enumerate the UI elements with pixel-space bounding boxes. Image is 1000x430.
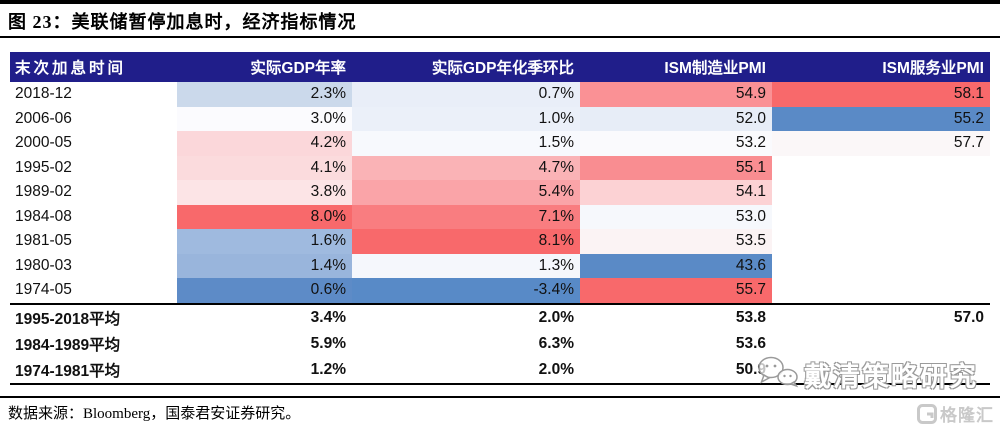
table-cell — [772, 180, 990, 205]
table-cell: 58.1 — [772, 82, 990, 107]
bottom-divider — [0, 396, 1000, 398]
table-cell: 1.6% — [177, 229, 352, 254]
gelonghui-logo: 格隆汇 — [917, 401, 994, 426]
table-cell: 4.1% — [177, 155, 352, 180]
table-cell: 0.7% — [352, 82, 580, 107]
column-header: 实际GDP年率 — [250, 60, 346, 77]
table-row: 1984-08 8.0% 7.1% 53.0 — [10, 204, 990, 230]
summary-row: 1974-1981平均 1.2% 2.0% 50.9 — [10, 357, 990, 383]
table-cell: 1.2% — [310, 360, 346, 378]
table-cell: 1.0% — [352, 106, 580, 131]
table-cell: 53.0 — [580, 204, 772, 229]
row-label: 2006-06 — [15, 109, 72, 127]
table-row: 1981-05 1.6% 8.1% 53.5 — [10, 229, 990, 254]
top-divider — [0, 0, 1000, 4]
table-cell: 43.6 — [580, 253, 772, 278]
summary-row: 1984-1989平均 5.9% 6.3% 53.6 — [10, 331, 990, 357]
economic-indicator-table: 末次加息时间 实际GDP年率 实际GDP年化季环比 ISM制造业PMI ISM服务业PM… — [10, 52, 990, 385]
table-cell — [772, 278, 990, 303]
wechat-icon — [757, 355, 799, 394]
watermark-text: 戴清策略研究 — [804, 362, 978, 392]
row-label: 2000-05 — [15, 134, 72, 152]
table-cell: 53.2 — [580, 131, 772, 156]
table-cell: 8.0% — [177, 204, 352, 229]
row-label: 2018-12 — [15, 85, 72, 103]
table-row: 1995-02 4.1% 4.7% 55.1 — [10, 155, 990, 181]
gelonghui-icon — [917, 403, 937, 424]
table-cell: 2.0% — [538, 360, 574, 378]
table-cell: 55.2 — [772, 106, 990, 131]
table-cell: 1.5% — [352, 131, 580, 156]
row-label: 1980-03 — [15, 256, 72, 274]
gelonghui-text: 格隆汇 — [940, 406, 994, 425]
summary-row: 1995-2018平均 3.4% 2.0% 53.8 57.0 — [10, 305, 990, 331]
table-cell: 8.1% — [352, 229, 580, 254]
table-cell: 4.2% — [177, 131, 352, 156]
table-cell: 55.1 — [580, 155, 772, 180]
title-divider — [0, 36, 1000, 38]
table-cell: 53.5 — [580, 229, 772, 254]
table-cell: 3.4% — [310, 308, 346, 326]
row-label: 1995-2018平均 — [15, 310, 121, 328]
table-row: 2000-05 4.2% 1.5% 53.2 57.7 — [10, 131, 990, 156]
table-cell: 55.7 — [580, 278, 772, 303]
table-cell: 4.7% — [352, 155, 580, 180]
table-cell — [772, 229, 990, 254]
table-row: 2006-06 3.0% 1.0% 52.0 55.2 — [10, 106, 990, 131]
table-cell: 54.1 — [580, 180, 772, 205]
table-cell: 3.8% — [177, 180, 352, 205]
table-cell: 0.6% — [177, 278, 352, 303]
table-cell: 54.9 — [580, 82, 772, 107]
column-header: 实际GDP年化季环比 — [431, 60, 574, 77]
table-cell: 57.0 — [953, 308, 984, 326]
figure-title: 图 23：美联储暂停加息时，经济指标情况 — [8, 12, 357, 32]
table-header-row: 末次加息时间 实际GDP年率 实际GDP年化季环比 ISM制造业PMI ISM服务业PM… — [10, 52, 990, 82]
column-header: 末次加息时间 — [15, 60, 127, 77]
table-cell: 1.4% — [177, 253, 352, 278]
table-cell — [772, 254, 990, 279]
row-label: 1989-02 — [15, 183, 72, 201]
table-cell — [772, 331, 990, 357]
table-cell: 50.9 — [735, 360, 766, 378]
table-cell: 5.9% — [310, 334, 346, 352]
table-cell: 6.3% — [538, 334, 574, 352]
row-label: 1984-1989平均 — [15, 336, 121, 354]
table-cell — [772, 156, 990, 181]
column-header: ISM服务业PMI — [882, 60, 984, 77]
table-cell: 1.3% — [352, 253, 580, 278]
source-note: 数据来源：Bloomberg，国泰君安证券研究。 — [8, 406, 301, 422]
table-row: 1974-05 0.6% -3.4% 55.7 — [10, 278, 990, 303]
table-row: 1989-02 3.8% 5.4% 54.1 — [10, 180, 990, 205]
row-label: 1981-05 — [15, 232, 72, 250]
table-cell: 5.4% — [352, 180, 580, 205]
table-cell: 52.0 — [580, 106, 772, 131]
column-header: ISM制造业PMI — [664, 60, 766, 77]
table-cell: 57.7 — [772, 131, 990, 156]
table-cell — [772, 205, 990, 230]
table-cell: 2.0% — [538, 308, 574, 326]
table-cell: -3.4% — [352, 278, 580, 303]
row-label: 1974-1981平均 — [15, 362, 121, 380]
table-cell: 3.0% — [177, 106, 352, 131]
watermark: 戴清策略研究 — [757, 355, 978, 394]
table-row: 2018-12 2.3% 0.7% 54.9 58.1 — [10, 82, 990, 107]
row-label: 1984-08 — [15, 207, 72, 225]
table-cell: 7.1% — [352, 204, 580, 229]
table-cell: 2.3% — [177, 82, 352, 107]
table-row: 1980-03 1.4% 1.3% 43.6 — [10, 253, 990, 279]
row-label: 1995-02 — [15, 158, 72, 176]
table-cell: 53.8 — [735, 308, 766, 326]
summary-section: 1995-2018平均 3.4% 2.0% 53.8 57.0 1984-1989平均 5.… — [10, 302, 990, 385]
table-cell: 53.6 — [735, 334, 766, 352]
row-label: 1974-05 — [15, 281, 72, 299]
